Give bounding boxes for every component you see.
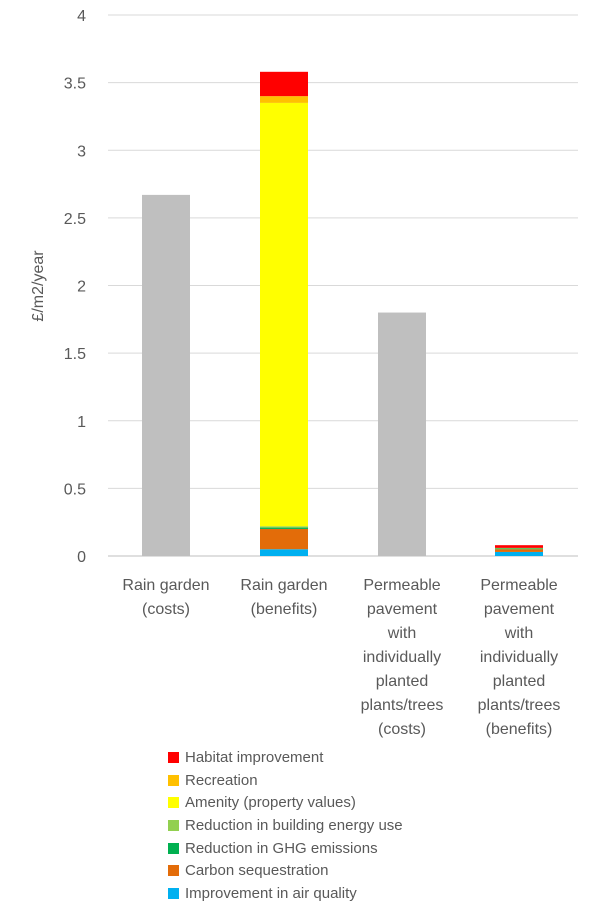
bar-segment xyxy=(495,551,543,556)
bar-segment xyxy=(260,71,308,97)
x-category-label: Permeable pavement with individually planted… xyxy=(478,577,561,738)
legend-swatch xyxy=(168,819,179,831)
y-tick-label: 0.5 xyxy=(64,481,86,498)
x-category-label: Rain garden (costs) xyxy=(122,577,209,618)
y-tick-label: 0 xyxy=(77,549,86,566)
bar-segment xyxy=(260,526,308,528)
legend-swatch xyxy=(168,887,179,899)
legend-item: Amenity (property values) xyxy=(168,791,403,814)
y-axis-label: £/m2/year xyxy=(30,250,47,322)
legend-swatch xyxy=(168,774,179,786)
bar-segment xyxy=(260,549,308,556)
y-axis-ticks: 0 0.5 1 1.5 2 2.5 3 3.5 4 xyxy=(64,8,86,566)
bar-segment xyxy=(495,547,543,549)
legend-swatch xyxy=(168,797,179,809)
legend-label: Habitat improvement xyxy=(185,748,324,766)
legend-label: Recreation xyxy=(185,771,258,789)
bar-segment xyxy=(495,545,543,548)
legend-item: Recreation xyxy=(168,769,403,792)
x-category-label: Rain garden (benefits) xyxy=(240,577,327,618)
y-tick-label: 2 xyxy=(77,279,86,296)
bars xyxy=(142,71,543,556)
y-tick-label: 3 xyxy=(77,143,86,160)
x-axis-categories: Rain garden (costs) Rain garden (benefits) P… xyxy=(122,577,560,738)
legend-label: Carbon sequestration xyxy=(185,862,329,880)
y-tick-label: 2.5 xyxy=(64,211,86,228)
y-tick-label: 1.5 xyxy=(64,346,86,363)
legend-item: Reduction in building energy use xyxy=(168,814,403,837)
legend-swatch xyxy=(168,751,179,763)
y-tick-label: 4 xyxy=(77,8,86,25)
legend-item: Habitat improvement xyxy=(168,746,403,769)
bar-segment xyxy=(378,312,426,556)
legend: Habitat improvement Recreation Amenity (pr… xyxy=(168,746,403,905)
legend-label: Reduction in GHG emissions xyxy=(185,839,378,857)
bar-segment xyxy=(142,194,190,556)
legend-label: Improvement in air quality xyxy=(185,884,357,902)
legend-item: Improvement in air quality xyxy=(168,882,403,905)
bar-segment xyxy=(260,528,308,550)
legend-swatch xyxy=(168,865,179,877)
legend-label: Amenity (property values) xyxy=(185,794,356,812)
y-tick-label: 3.5 xyxy=(64,76,86,93)
bar-segment xyxy=(260,527,308,529)
bar-segment xyxy=(495,549,543,552)
bar-segment xyxy=(495,548,543,550)
legend-item: Carbon sequestration xyxy=(168,859,403,882)
bar-segment xyxy=(260,96,308,103)
y-tick-label: 1 xyxy=(77,414,86,431)
legend-item: Reduction in GHG emissions xyxy=(168,837,403,860)
bar-segment xyxy=(260,102,308,527)
legend-label: Reduction in building energy use xyxy=(185,816,403,834)
legend-swatch xyxy=(168,842,179,854)
x-category-label: Permeable pavement with individually planted… xyxy=(361,577,444,738)
